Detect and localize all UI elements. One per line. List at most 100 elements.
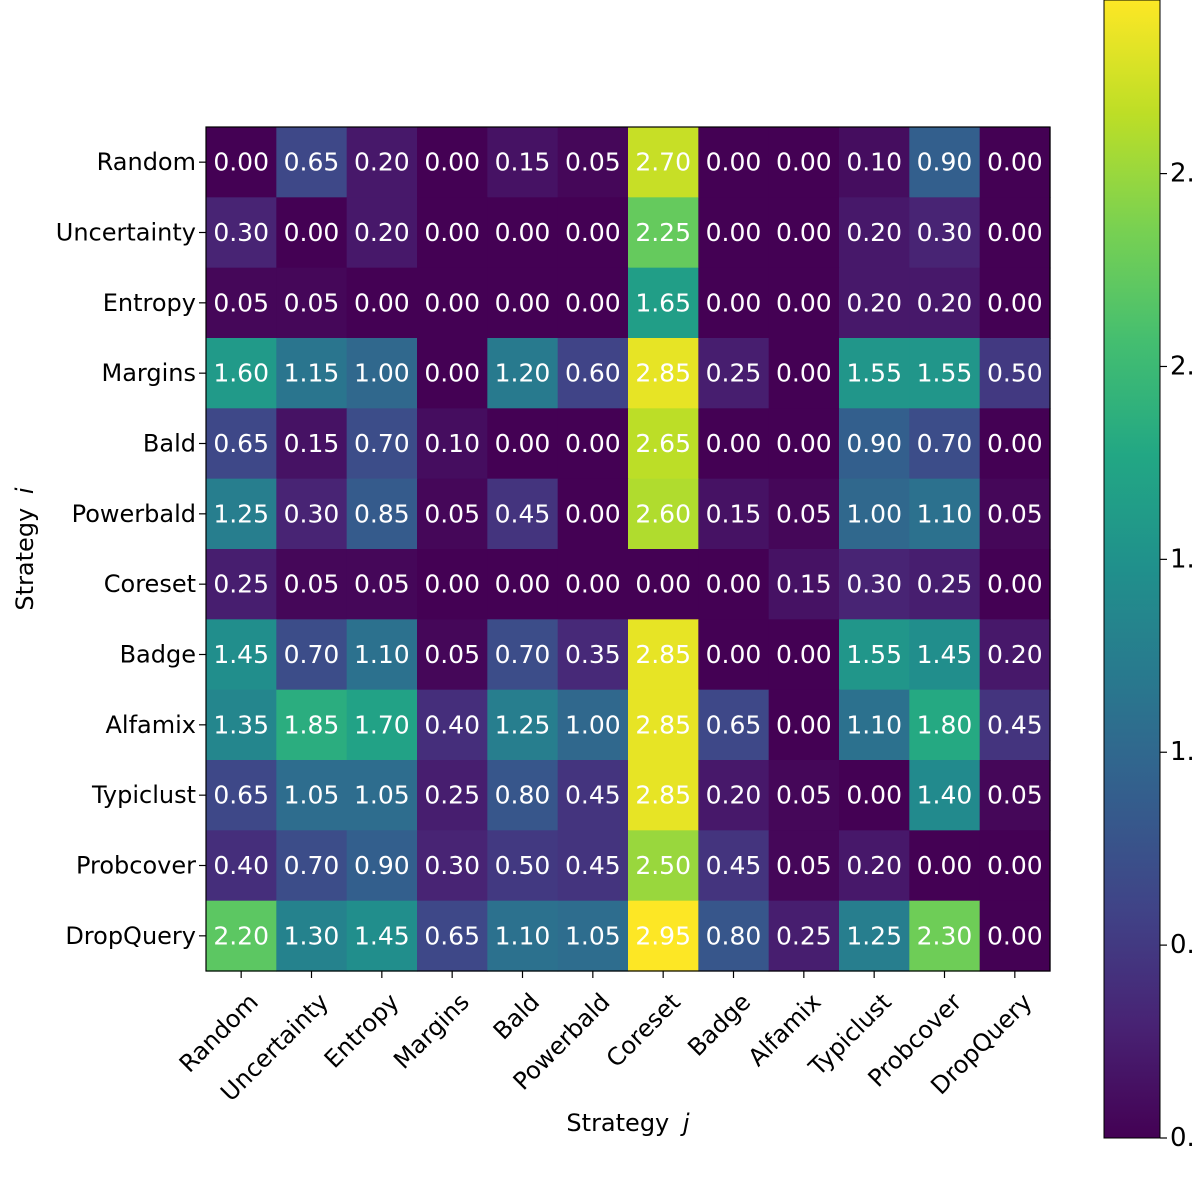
heatmap-cell [768, 900, 840, 972]
cell-value-label: 0.65 [213, 781, 269, 810]
heatmap-cell [206, 549, 277, 620]
cell-value-label: 2.85 [635, 781, 691, 810]
heatmap-cell [557, 900, 629, 972]
heatmap-cell [557, 830, 629, 902]
heatmap-cell [276, 127, 348, 198]
cell-value-label: 0.20 [987, 640, 1043, 669]
cell-value-label: 0.45 [565, 781, 621, 810]
cell-value-label: 0.05 [776, 499, 832, 528]
cell-value-label: 0.00 [424, 148, 480, 177]
heatmap-cell [276, 478, 348, 550]
cell-value-label: 0.00 [565, 499, 621, 528]
heatmap-cell [417, 549, 488, 620]
cell-value-label: 0.05 [987, 499, 1043, 528]
heatmap-cell [346, 267, 418, 339]
cell-value-label: 0.25 [424, 781, 480, 810]
heatmap-cell [346, 830, 418, 902]
cell-value-label: 2.65 [635, 429, 691, 458]
cell-value-label: 1.80 [917, 710, 973, 739]
cell-value-label: 1.10 [495, 921, 551, 950]
heatmap-cell [628, 900, 699, 972]
cell-value-label: 0.00 [776, 710, 832, 739]
cell-value-label: 1.25 [846, 921, 902, 950]
heatmap-cell [839, 197, 910, 269]
cell-value-label: 1.40 [917, 781, 973, 810]
cell-value-label: 1.60 [213, 359, 269, 388]
heatmap-cell [698, 267, 770, 339]
column-tick-label: Coreset [601, 988, 686, 1073]
heatmap-cell [206, 127, 277, 198]
heatmap-cell [909, 830, 981, 902]
heatmap-cell [417, 830, 488, 902]
cell-value-label: 0.70 [495, 640, 551, 669]
heatmap-cell [768, 127, 840, 198]
heatmap-cell [698, 900, 770, 972]
cell-value-label: 0.30 [213, 218, 269, 247]
cell-value-label: 0.00 [284, 218, 340, 247]
cell-value-label: 2.50 [635, 851, 691, 880]
heatmap-cell [276, 338, 348, 409]
cell-value-label: 0.00 [917, 851, 973, 880]
cell-value-label: 0.00 [424, 288, 480, 317]
cell-value-label: 0.00 [354, 288, 410, 317]
cell-value-label: 0.45 [565, 851, 621, 880]
cell-value-label: 0.05 [424, 640, 480, 669]
heatmap-cell [557, 127, 629, 198]
heatmap-cell [839, 408, 910, 480]
heatmap-cell [628, 830, 699, 902]
heatmap-cell [417, 197, 488, 269]
heatmap-cell [698, 478, 770, 550]
cell-value-label: 0.00 [495, 570, 551, 599]
heatmap-cell [768, 267, 840, 339]
cell-value-label: 1.15 [284, 359, 340, 388]
heatmap-cell [628, 549, 699, 620]
cell-value-label: 0.00 [776, 359, 832, 388]
heatmap-cell [557, 689, 629, 761]
cell-value-label: 0.10 [846, 148, 902, 177]
heatmap-cell [698, 689, 770, 761]
heatmap-cell [909, 760, 981, 831]
heatmap-cell [557, 478, 629, 550]
colorbar-tick-label: 0. [1170, 930, 1195, 960]
heatmap-cell [276, 408, 348, 480]
cell-value-label: 0.00 [635, 570, 691, 599]
heatmap-cell [417, 478, 488, 550]
cell-value-label: 0.00 [987, 570, 1043, 599]
cell-value-label: 0.00 [213, 148, 269, 177]
heatmap-cell [417, 619, 488, 691]
heatmap-cell [628, 408, 699, 480]
cell-value-label: 1.30 [284, 921, 340, 950]
cell-value-label: 0.20 [706, 781, 762, 810]
cell-value-label: 0.00 [987, 921, 1043, 950]
cell-value-label: 1.05 [284, 781, 340, 810]
heatmap-cell [628, 197, 699, 269]
y-axis-label-var: i [11, 487, 39, 494]
heatmap-cell [557, 408, 629, 480]
cell-value-label: 0.80 [495, 781, 551, 810]
cell-value-label: 0.15 [284, 429, 340, 458]
heatmap-cell [487, 689, 559, 761]
heatmap-cell [768, 478, 840, 550]
cell-value-label: 0.25 [776, 921, 832, 950]
cell-value-label: 2.85 [635, 640, 691, 669]
cell-value-label: 1.00 [565, 710, 621, 739]
cell-value-label: 0.00 [987, 429, 1043, 458]
x-axis-label-var: j [680, 1109, 690, 1137]
cell-value-label: 0.00 [776, 640, 832, 669]
heatmap-cell [768, 619, 840, 691]
heatmap-cell [698, 619, 770, 691]
heatmap-cell [768, 197, 840, 269]
cell-value-label: 0.25 [213, 570, 269, 599]
column-tick-label: Margins [388, 988, 475, 1075]
heatmap-cell [346, 338, 418, 409]
cell-value-label: 0.85 [354, 499, 410, 528]
heatmap-cell [346, 900, 418, 972]
heatmap-cell [839, 478, 910, 550]
cell-value-label: 0.65 [424, 921, 480, 950]
cell-value-label: 0.35 [565, 640, 621, 669]
cell-value-label: 2.20 [213, 921, 269, 950]
cell-value-label: 0.00 [776, 288, 832, 317]
cell-value-label: 0.00 [565, 570, 621, 599]
row-tick-label: Alfamix [106, 711, 197, 739]
